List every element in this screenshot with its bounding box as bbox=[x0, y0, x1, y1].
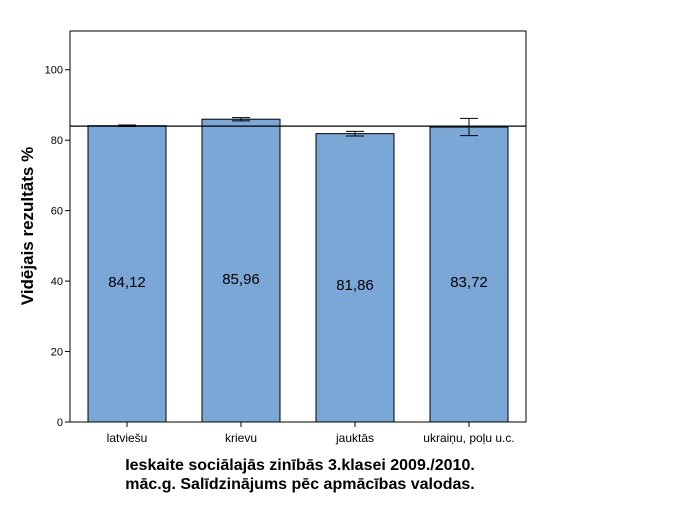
caption-line-1: Ieskaite sociālajās zinībās 3.klasei 200… bbox=[125, 457, 475, 474]
x-tick-label: latviešu bbox=[107, 431, 148, 445]
bar bbox=[87, 125, 167, 423]
bar bbox=[429, 126, 509, 423]
y-axis: 0 20 40 60 80 100 bbox=[45, 65, 70, 429]
x-tick-label: ukraiņu, poļu u.c. bbox=[423, 431, 514, 445]
data-label: 85,96 bbox=[222, 271, 260, 288]
data-label: 84,12 bbox=[108, 274, 146, 291]
bar bbox=[315, 133, 395, 423]
x-tick-label: jauktās bbox=[335, 431, 374, 445]
data-label: 83,72 bbox=[450, 274, 488, 291]
x-tick-label: krievu bbox=[225, 431, 257, 445]
y-tick-label: 40 bbox=[51, 276, 63, 288]
y-tick-label: 100 bbox=[45, 65, 63, 77]
value-labels-layer: 84,12 85,96 81,86 83,72 bbox=[108, 271, 488, 294]
y-tick-label: 0 bbox=[57, 417, 63, 429]
x-axis: latviešu krievu jauktās ukraiņu, poļu u.c. bbox=[107, 422, 515, 445]
y-tick-label: 80 bbox=[51, 135, 63, 147]
caption-line-2: māc.g. Salīdzinājums pēc apmācības valod… bbox=[125, 476, 475, 493]
y-tick-label: 60 bbox=[51, 206, 63, 218]
y-tick-label: 20 bbox=[51, 347, 63, 359]
chart-caption: Ieskaite sociālajās zinībās 3.klasei 200… bbox=[0, 456, 600, 494]
data-label: 81,86 bbox=[336, 277, 374, 294]
y-axis-title: Vidējais rezultāts % bbox=[18, 147, 37, 305]
